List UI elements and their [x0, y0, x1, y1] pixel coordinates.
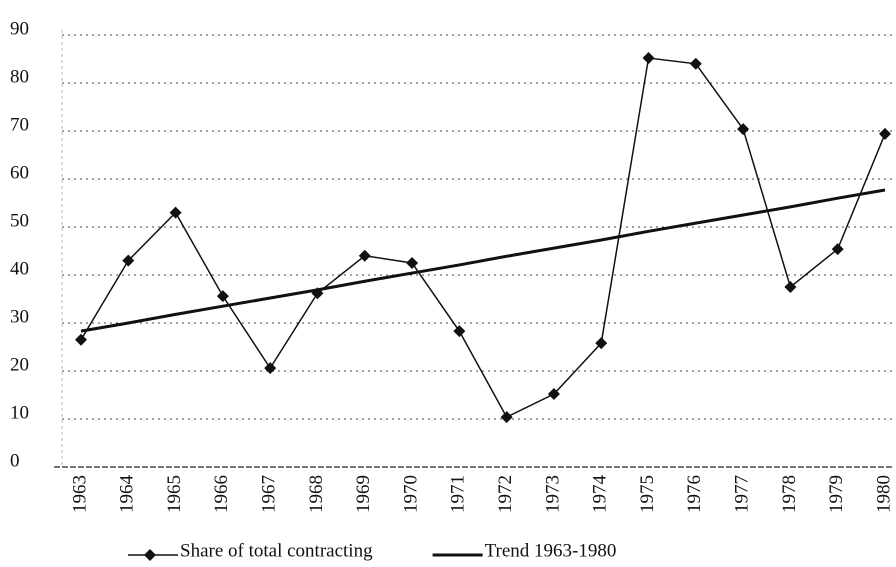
trend-line: [80, 188, 886, 333]
data-point: [737, 123, 750, 136]
x-tick-label: 1967: [259, 475, 280, 513]
y-tick-label: 40: [10, 258, 29, 279]
x-tick-label: 1965: [164, 475, 185, 513]
x-tick-label: 1977: [731, 475, 752, 513]
data-point: [784, 281, 797, 293]
x-tick-label: 1966: [211, 475, 232, 513]
x-tick-label: 1979: [826, 475, 847, 513]
data-point: [264, 362, 277, 375]
y-tick-label: 20: [10, 354, 29, 375]
data-point: [122, 254, 135, 267]
y-tick-label: 70: [10, 114, 29, 135]
y-tick-label: 10: [10, 402, 29, 423]
x-tick-label: 1976: [684, 475, 705, 513]
y-tick-label: 60: [10, 162, 29, 183]
data-point: [75, 333, 87, 346]
data-point: [595, 337, 608, 350]
x-tick-label: 1970: [400, 475, 421, 513]
data-point: [169, 206, 182, 219]
data-point: [453, 325, 466, 338]
x-tick-label: 1978: [779, 475, 800, 513]
y-tick-label: 30: [10, 306, 29, 327]
data-line: [80, 57, 886, 419]
y-tick-label: 50: [10, 210, 29, 231]
y-tick-label: 80: [10, 66, 29, 87]
x-tick-label: 1971: [448, 475, 469, 513]
data-point: [406, 257, 419, 269]
x-tick-label: 1973: [542, 475, 563, 513]
data-point: [831, 243, 844, 256]
x-tick-label: 1968: [306, 475, 327, 513]
data-point: [642, 52, 655, 65]
data-point: [216, 290, 229, 303]
legend-marker: [144, 549, 156, 561]
x-tick-label: 1972: [495, 475, 516, 513]
data-point: [500, 411, 513, 424]
data-point: [689, 57, 702, 70]
y-tick-label: 0: [10, 450, 20, 471]
x-tick-label: 1964: [117, 475, 138, 514]
x-tick-label: 1980: [873, 475, 894, 513]
x-tick-label: 1975: [637, 475, 658, 513]
y-tick-label: 90: [10, 18, 29, 39]
x-tick-label: 1969: [353, 475, 374, 513]
legend-label: Trend 1963-1980: [485, 540, 617, 561]
x-tick-label: 1963: [69, 475, 90, 513]
legend-label: Share of total contracting: [180, 540, 373, 561]
data-point: [879, 127, 891, 140]
data-point: [547, 388, 560, 401]
x-tick-label: 1974: [590, 475, 611, 514]
data-point: [358, 249, 371, 262]
